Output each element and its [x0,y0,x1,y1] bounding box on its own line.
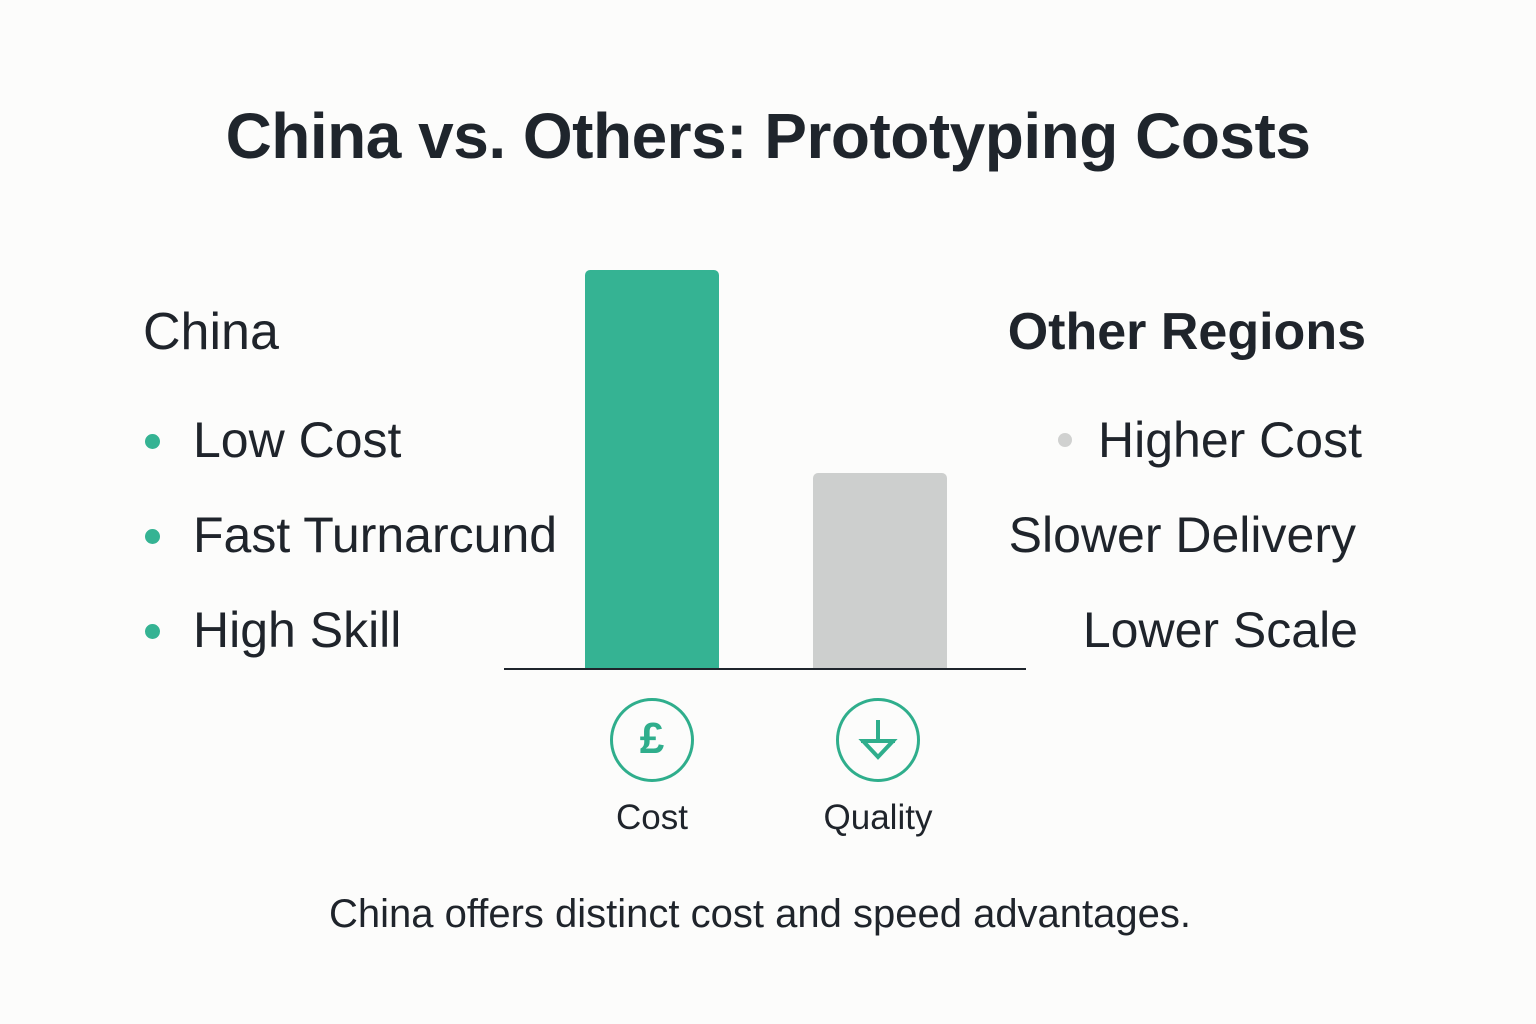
bar-chart [504,260,1026,670]
bar-china [585,270,719,668]
list-item: Higher Cost [906,408,1366,503]
x-axis-line [504,668,1026,670]
list-item-label: Low Cost [193,412,402,468]
cost-indicator: £ Cost [562,698,742,840]
bar-other-regions [813,473,947,668]
bullet-dot-icon [145,529,160,544]
quality-label: Quality [823,798,933,837]
pound-sign-icon: £ [610,698,694,782]
cost-label: Cost [616,798,688,837]
arrow-down-glyph-icon [858,720,898,760]
china-panel: China Low Cost Fast Turnarcund High Skil… [143,300,603,658]
list-item-label: Slower Delivery [1008,507,1356,563]
list-item-label: Fast Turnarcund [193,507,558,563]
list-item: Slower Delivery [906,503,1366,598]
chart-title: China vs. Others: Prototyping Costs [225,100,1311,172]
list-item-label: Lower Scale [1082,602,1358,658]
arrow-down-icon [836,698,920,782]
bullet-dot-icon [145,434,160,449]
list-item-label: High Skill [193,602,402,658]
caption: China offers distinct cost and speed adv… [328,892,1192,936]
other-regions-heading: Other Regions [1007,303,1366,361]
quality-indicator: Quality [788,698,968,840]
other-regions-panel: Other Regions Higher Cost Slower Deliver… [906,300,1366,658]
china-heading: China [143,303,279,361]
bullet-dot-icon [1058,432,1072,447]
bullet-dot-icon [145,624,160,639]
other-regions-feature-list: Higher Cost Slower Delivery Lower Scale [906,408,1366,693]
list-item-label: Higher Cost [1098,412,1362,468]
list-item: Lower Scale [906,598,1366,693]
